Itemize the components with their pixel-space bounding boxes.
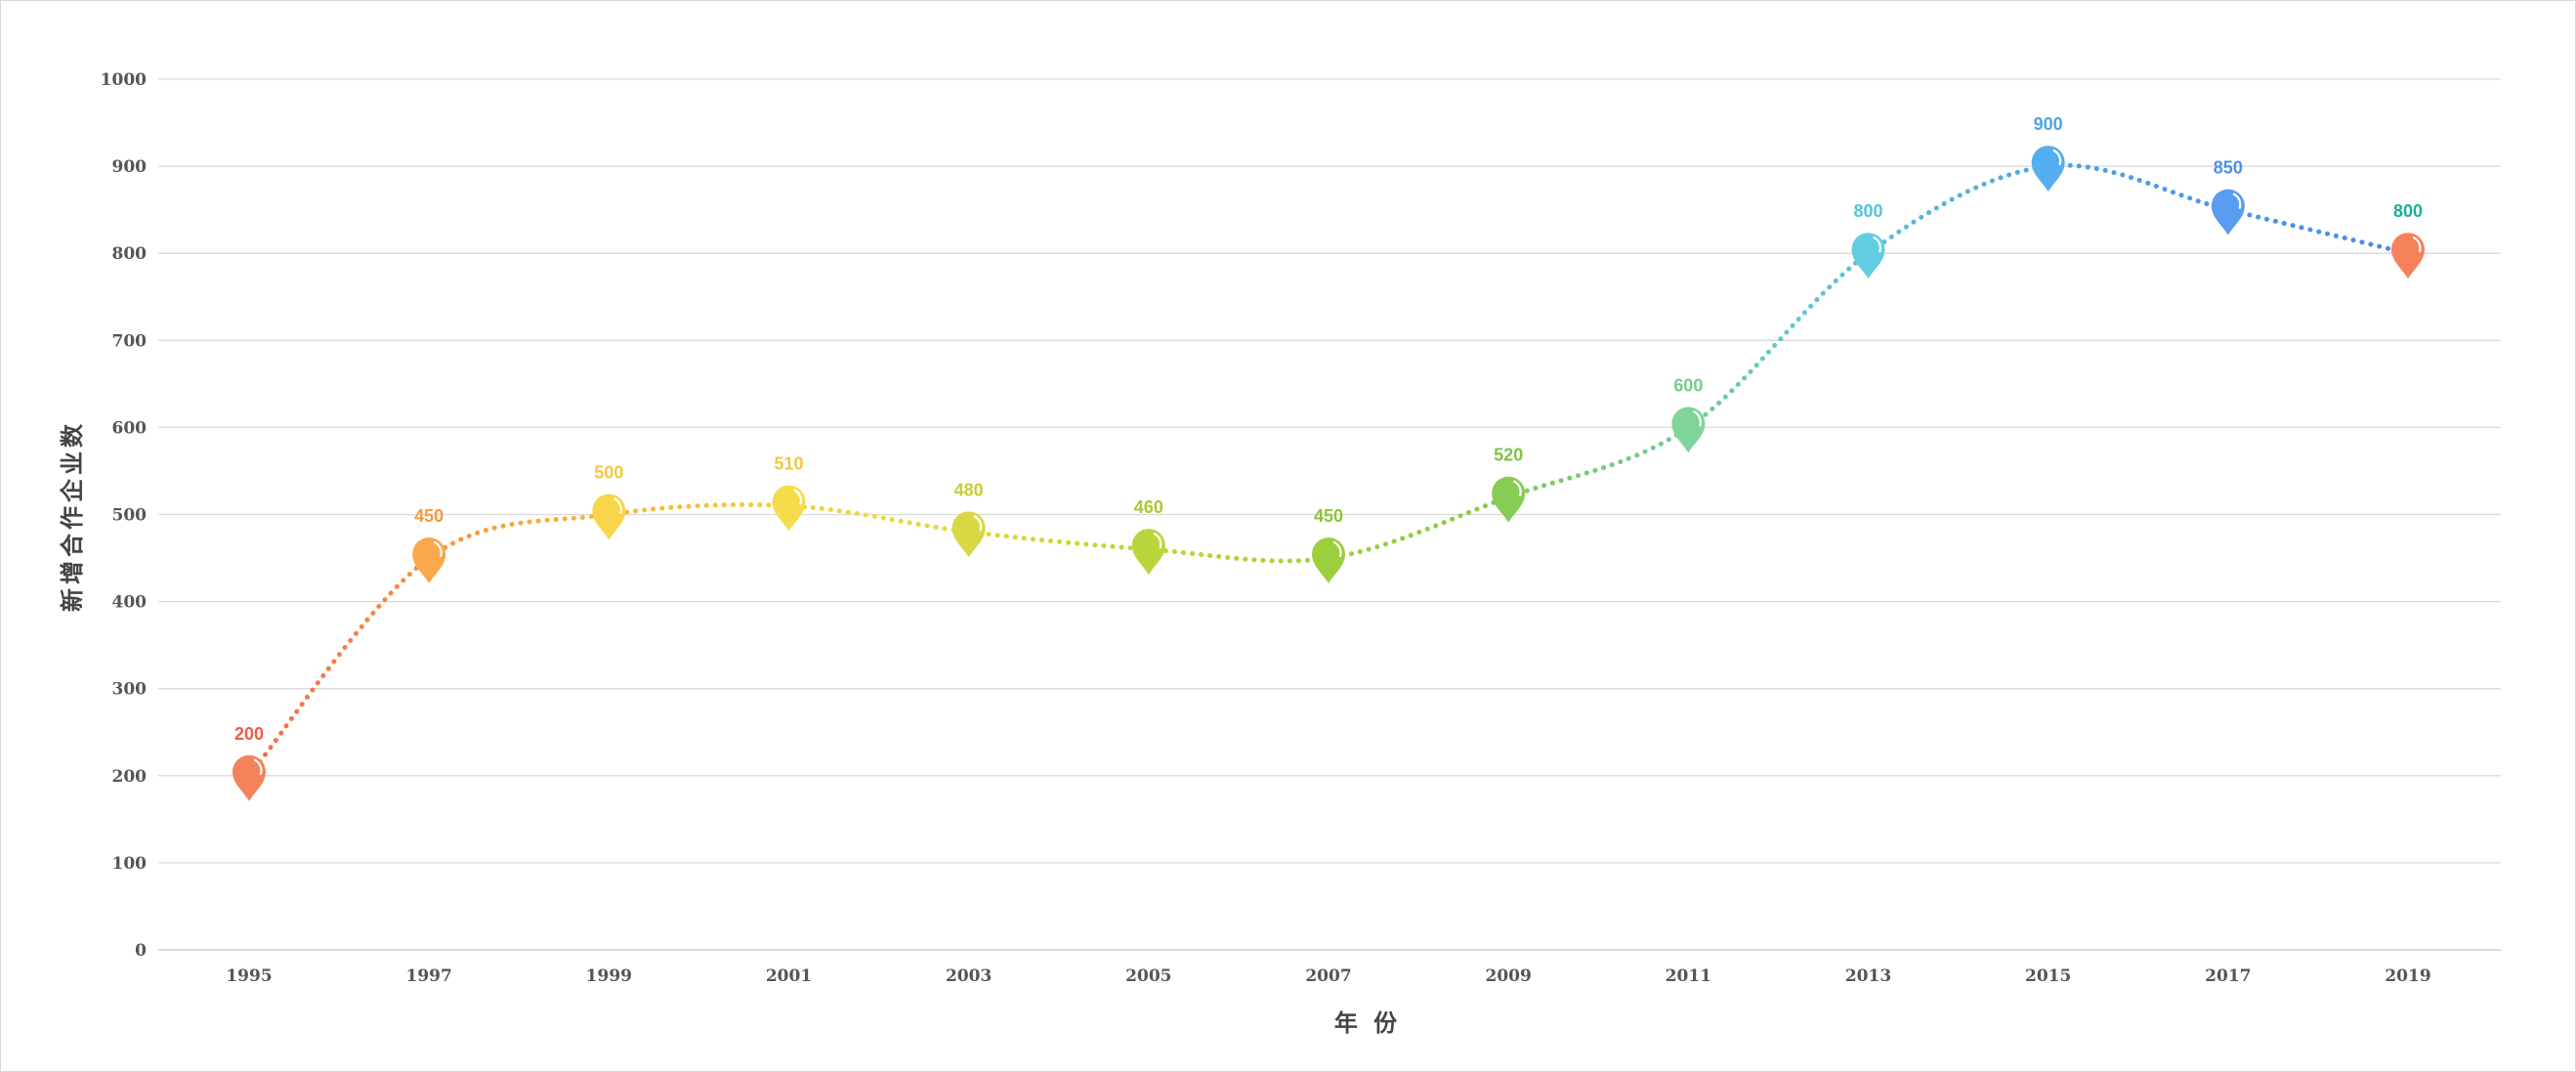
pin-highlight xyxy=(613,497,622,514)
x-tick-label: 2003 xyxy=(946,966,992,986)
pin-marker xyxy=(592,493,626,540)
data-point xyxy=(232,754,266,801)
pin-marker xyxy=(1131,529,1165,576)
x-tick-label: 2005 xyxy=(1125,966,1171,986)
data-label: 850 xyxy=(2214,158,2243,178)
data-point xyxy=(1671,407,1706,453)
x-tick-label: 2001 xyxy=(766,966,812,986)
data-label: 500 xyxy=(594,463,623,483)
pin-marker xyxy=(1492,476,1526,523)
data-label: 900 xyxy=(2034,114,2063,134)
x-tick-label: 2019 xyxy=(2385,966,2430,986)
x-tick-label: 1995 xyxy=(226,966,272,986)
data-label: 600 xyxy=(1673,375,1703,395)
pin-marker xyxy=(2391,233,2425,279)
x-axis-title: 年 份 xyxy=(1334,1009,1401,1037)
pin-highlight xyxy=(1513,480,1522,496)
data-label: 520 xyxy=(1494,446,1523,465)
data-point xyxy=(2391,233,2425,279)
pin-marker xyxy=(1312,537,1345,584)
data-point xyxy=(1851,233,1885,279)
y-tick-label: 900 xyxy=(112,157,148,177)
pin-highlight xyxy=(1153,533,1162,549)
data-label: 800 xyxy=(1853,201,1882,221)
pin-highlight xyxy=(2052,150,2062,166)
x-tick-label: 2017 xyxy=(2205,966,2251,986)
pin-highlight xyxy=(2232,193,2242,209)
data-points xyxy=(232,146,2425,801)
pin-highlight xyxy=(973,515,983,532)
data-point xyxy=(1312,537,1345,584)
data-point xyxy=(951,511,986,558)
y-tick-label: 400 xyxy=(112,593,148,613)
x-tick-label: 1997 xyxy=(406,966,452,986)
pin-highlight xyxy=(793,489,803,505)
pin-highlight xyxy=(253,758,263,775)
pin-highlight xyxy=(1332,540,1342,558)
data-point xyxy=(2211,189,2245,236)
x-tick-label: 2011 xyxy=(1666,966,1711,986)
pin-highlight xyxy=(1873,236,1882,253)
data-label: 460 xyxy=(1134,497,1163,517)
data-point xyxy=(592,493,626,540)
pin-highlight xyxy=(1693,410,1702,427)
data-point xyxy=(772,485,806,532)
data-label: 480 xyxy=(954,480,984,499)
data-point xyxy=(1131,529,1165,576)
y-tick-label: 0 xyxy=(135,941,147,961)
data-label: 510 xyxy=(774,454,803,474)
y-tick-label: 800 xyxy=(112,244,148,264)
y-tick-label: 100 xyxy=(112,854,148,874)
series-line xyxy=(246,162,2411,779)
y-tick-label: 500 xyxy=(112,506,148,526)
data-point xyxy=(1492,476,1526,523)
y-tick-label: 200 xyxy=(112,767,148,787)
y-axis-ticks: 0 100 200 300 400 500 600 700 800 900 1000 xyxy=(101,70,147,961)
x-tick-label: 1999 xyxy=(586,966,632,986)
pin-marker xyxy=(232,754,266,801)
x-axis-ticks: 1995 1997 1999 2001 2003 2005 2007 2009 2011 2013… xyxy=(226,966,2430,986)
data-point xyxy=(2031,146,2065,193)
x-tick-label: 2015 xyxy=(2025,966,2071,986)
pin-marker xyxy=(1851,233,1885,279)
y-tick-label: 300 xyxy=(112,680,148,700)
data-label: 800 xyxy=(2393,201,2423,221)
pin-marker xyxy=(2031,146,2065,193)
data-labels: 200 450 500 510 480 460 450 520 600 800 900 850 800 xyxy=(234,114,2423,744)
y-axis-title: 新增合作企业数 xyxy=(59,420,86,612)
x-tick-label: 2013 xyxy=(1845,966,1891,986)
pin-marker xyxy=(412,537,446,584)
grid-lines xyxy=(158,78,2501,951)
pin-marker xyxy=(1671,407,1706,453)
data-label: 450 xyxy=(1314,506,1343,526)
data-label: 450 xyxy=(414,506,443,526)
pin-highlight xyxy=(2412,236,2422,253)
pin-marker xyxy=(772,485,806,532)
series-curve xyxy=(246,162,2411,779)
data-point xyxy=(412,537,446,584)
y-tick-label: 600 xyxy=(112,418,148,438)
pin-marker xyxy=(2211,189,2245,236)
x-tick-label: 2007 xyxy=(1305,966,1351,986)
y-tick-label: 1000 xyxy=(101,70,147,90)
y-tick-label: 700 xyxy=(112,331,148,351)
pin-highlight xyxy=(434,540,443,558)
pin-marker xyxy=(951,511,986,558)
data-label: 200 xyxy=(234,724,264,744)
x-tick-label: 2009 xyxy=(1486,966,1532,986)
